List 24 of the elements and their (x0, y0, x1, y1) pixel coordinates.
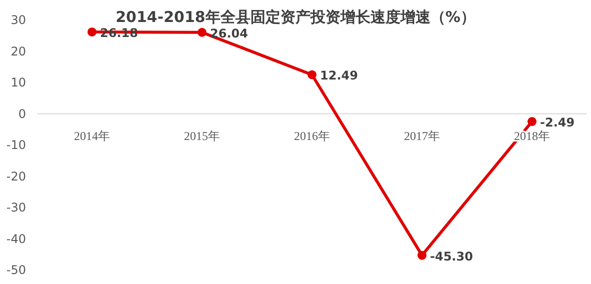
y-tick-label: 30 (10, 13, 26, 27)
data-label: -2.49 (540, 116, 575, 130)
x-tick-label: 2017年 (404, 128, 440, 143)
point (198, 28, 206, 37)
title: 2014-2018年全县固定资产投资增长速度增速（%） (116, 8, 476, 26)
y-tick-label: -50 (6, 263, 26, 277)
data-label: 26.18 (100, 26, 138, 40)
y-tick-label: 10 (10, 76, 26, 90)
y-tick-label: 20 (10, 44, 26, 58)
x-tick-label: 2014年 (74, 128, 110, 143)
y-tick-label: -20 (6, 169, 26, 184)
point (528, 117, 536, 126)
y-tick-label: -30 (6, 200, 26, 214)
point (88, 27, 96, 36)
data-label: -45.30 (430, 249, 473, 264)
point (418, 250, 426, 260)
data-label: 12.49 (320, 68, 358, 83)
y-tick-label: 0 (18, 106, 26, 121)
point (308, 70, 316, 80)
data-label: 26.04 (210, 26, 248, 40)
y-tick-label: -10 (6, 138, 26, 152)
x-tick-label: 2015年 (184, 128, 220, 143)
y-tick-label: -40 (6, 232, 26, 246)
x-tick-label: 2016年 (294, 128, 330, 143)
